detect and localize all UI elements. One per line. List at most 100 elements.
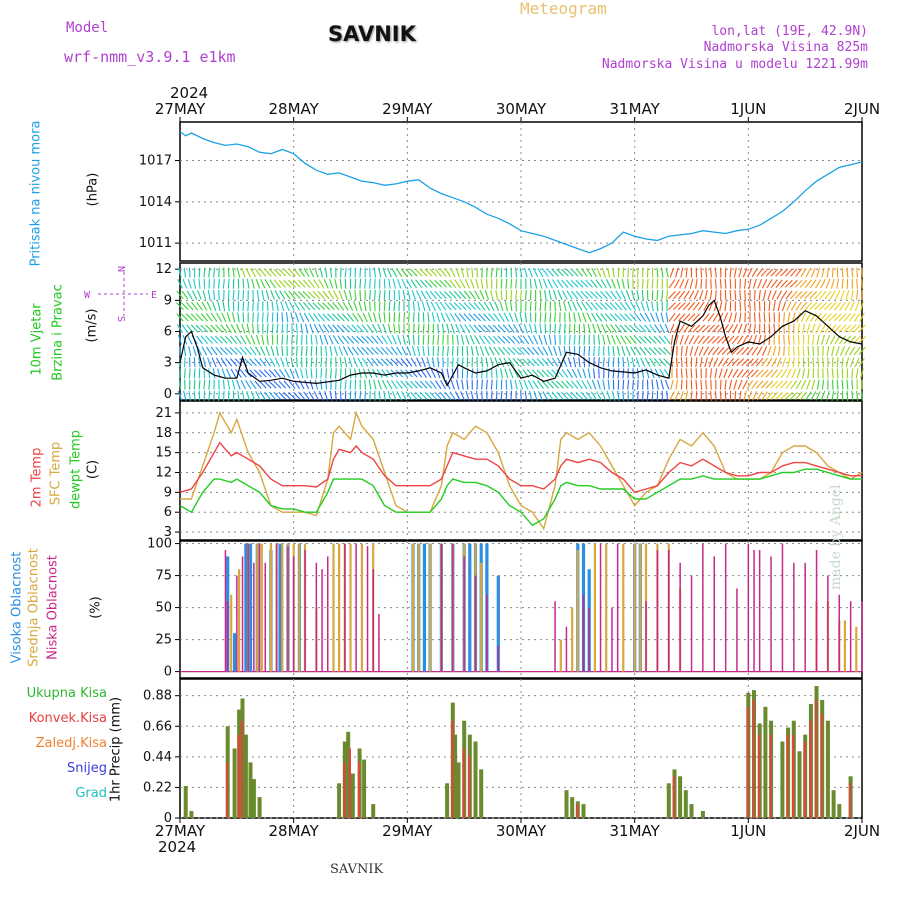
wind-barb — [339, 357, 342, 368]
wind-barb — [775, 369, 783, 378]
wind-barb — [249, 358, 257, 367]
wind-barb — [794, 290, 803, 299]
cloud-bar-low — [378, 614, 380, 672]
wind-barb — [598, 368, 600, 379]
wind-barb — [824, 290, 832, 300]
wind-barb — [834, 301, 842, 311]
wind-barb — [198, 379, 201, 390]
wind-barb — [588, 345, 591, 357]
wind-barb — [259, 391, 266, 401]
wind-barb — [794, 279, 803, 288]
wind-barb — [310, 368, 313, 379]
cloud-bar-mid — [281, 543, 284, 672]
wind-barb — [400, 380, 408, 389]
cloud-bar-low — [656, 550, 659, 672]
wind-barb — [575, 290, 584, 300]
wind-barb — [361, 335, 369, 344]
wind-barb — [414, 380, 423, 389]
cloud-bar-low — [287, 546, 289, 672]
wind-barb — [356, 324, 365, 333]
wind-barb — [494, 301, 500, 312]
precip-bar-total — [689, 804, 694, 818]
wind-barb — [406, 279, 412, 289]
wind-barb — [201, 301, 208, 311]
wind-barb — [254, 380, 262, 389]
wind-barb — [722, 357, 729, 367]
wind-barb — [624, 313, 632, 322]
wind-barb — [590, 302, 598, 311]
wind-barb — [466, 368, 469, 379]
wind-barb — [429, 391, 438, 400]
wind-barb — [515, 278, 517, 289]
wind-barb — [266, 312, 269, 323]
wind-barb — [536, 369, 545, 378]
y-tick-label: 0.22 — [143, 780, 172, 795]
wind-barb — [246, 323, 250, 334]
wind-barb — [529, 301, 532, 312]
wind-barb — [689, 346, 694, 357]
precip-bar-total — [479, 769, 484, 818]
wind-barb — [351, 346, 359, 356]
wind-barb — [766, 279, 773, 289]
y-tick-label: 15 — [155, 446, 172, 461]
cloud-bar-low — [321, 569, 323, 672]
wind-barb — [296, 345, 298, 357]
y-tick-label: 0.88 — [143, 689, 172, 704]
wind-barb — [795, 268, 803, 277]
wind-barb — [464, 278, 470, 289]
wind-barb — [729, 289, 732, 301]
cloud-bar-high — [468, 543, 472, 672]
wind-barb — [717, 357, 724, 367]
cloud-bar-low — [554, 601, 556, 672]
wind-barb — [685, 267, 688, 278]
wind-barb — [670, 379, 674, 390]
wind-barb — [756, 346, 763, 356]
wind-barb — [723, 312, 729, 323]
wind-barb — [814, 290, 822, 300]
wind-barb — [743, 390, 747, 401]
wind-barb — [254, 369, 262, 378]
wind-barb — [344, 357, 348, 368]
wind-barb — [269, 279, 276, 289]
wind-barb — [664, 379, 670, 390]
wind-barb — [332, 313, 340, 322]
wind-barb — [729, 301, 732, 312]
wind-barb — [741, 346, 749, 356]
wind-barb — [777, 346, 781, 357]
wind-barb — [572, 357, 577, 368]
compass-e: E — [151, 290, 157, 301]
wind-barb — [612, 346, 615, 357]
wind-barb — [755, 369, 764, 378]
wind-barb — [789, 279, 798, 288]
wind-barb — [529, 278, 532, 289]
y-tick-label: 3 — [164, 356, 172, 371]
wind-barb — [356, 335, 365, 344]
wind-barb — [446, 368, 450, 379]
wind-barb — [731, 358, 740, 367]
wind-barb — [435, 301, 442, 311]
cloud-bar-high — [278, 543, 282, 672]
wind-barb — [456, 334, 459, 345]
cloud-bar-mid — [855, 626, 858, 672]
wind-barb — [646, 278, 649, 289]
precip-bar-conv — [803, 741, 806, 818]
wind-barb — [614, 324, 623, 333]
wind-barb — [461, 379, 464, 390]
cloud-bar-low — [327, 556, 329, 672]
wind-barb — [583, 334, 586, 345]
wind-barb — [254, 358, 262, 367]
wind-barb — [327, 324, 335, 333]
precip-bar-total — [581, 804, 586, 818]
wind-barb — [499, 301, 504, 312]
wind-barb — [275, 301, 279, 312]
wind-barb — [727, 324, 734, 334]
wind-barb — [693, 335, 700, 345]
cloud-bar-mid — [269, 543, 272, 672]
wind-barb — [663, 358, 671, 367]
wind-barb — [815, 279, 822, 289]
wind-barb — [812, 345, 815, 357]
wind-barb — [578, 345, 581, 357]
precip-bar-total — [763, 706, 768, 818]
wind-barb — [284, 301, 290, 312]
wind-barb — [348, 289, 353, 301]
